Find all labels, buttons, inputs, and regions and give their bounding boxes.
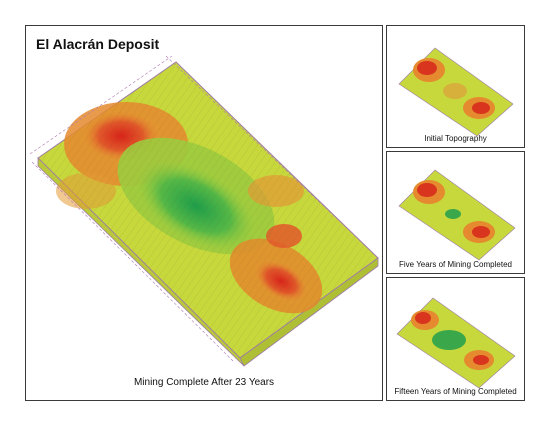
main-caption: Mining Complete After 23 Years <box>133 377 275 388</box>
initial-topography-map <box>398 47 514 137</box>
five-years-map <box>398 169 516 261</box>
thumbnail-five-years: Five Years of Mining Completed <box>386 151 525 274</box>
main-map-panel: El Alacrán Deposit <box>25 25 383 401</box>
deposit-title: El Alacrán Deposit <box>36 36 160 52</box>
thumbnail-caption: Fifteen Years of Mining Completed <box>394 387 517 396</box>
fifteen-years-map <box>396 297 516 389</box>
terrain-zones <box>38 62 378 358</box>
thumbnail-caption: Five Years of Mining Completed <box>399 260 512 269</box>
thumbnail-caption: Initial Topography <box>424 134 487 143</box>
grid-lines <box>29 55 373 363</box>
thumbnail-initial-topography: Initial Topography <box>386 25 525 148</box>
thumbnail-fifteen-years: Fifteen Years of Mining Completed <box>386 277 525 401</box>
main-topography-map <box>29 55 379 367</box>
